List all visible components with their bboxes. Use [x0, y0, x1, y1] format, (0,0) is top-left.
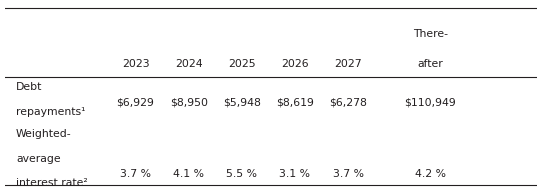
- Text: 2027: 2027: [334, 59, 362, 69]
- Text: $8,950: $8,950: [170, 98, 208, 108]
- Text: average: average: [16, 154, 61, 163]
- Text: 2026: 2026: [281, 59, 309, 69]
- Text: $6,929: $6,929: [117, 98, 154, 108]
- Text: Debt: Debt: [16, 82, 42, 92]
- Text: $8,619: $8,619: [276, 98, 314, 108]
- Text: after: after: [417, 59, 443, 69]
- Text: $5,948: $5,948: [223, 98, 261, 108]
- Text: 3.1 %: 3.1 %: [280, 169, 311, 179]
- Text: 4.2 %: 4.2 %: [415, 169, 446, 179]
- Text: 4.1 %: 4.1 %: [173, 169, 204, 179]
- Text: Weighted-: Weighted-: [16, 129, 72, 139]
- Text: repayments¹: repayments¹: [16, 107, 86, 117]
- Text: interest rate²: interest rate²: [16, 178, 88, 188]
- Text: 5.5 %: 5.5 %: [227, 169, 257, 179]
- Text: 3.7 %: 3.7 %: [333, 169, 364, 179]
- Text: 2023: 2023: [122, 59, 150, 69]
- Text: 2025: 2025: [228, 59, 256, 69]
- Text: $110,949: $110,949: [404, 98, 456, 108]
- Text: There-: There-: [413, 29, 448, 39]
- Text: 3.7 %: 3.7 %: [120, 169, 151, 179]
- Text: 2024: 2024: [175, 59, 203, 69]
- Text: $6,278: $6,278: [329, 98, 367, 108]
